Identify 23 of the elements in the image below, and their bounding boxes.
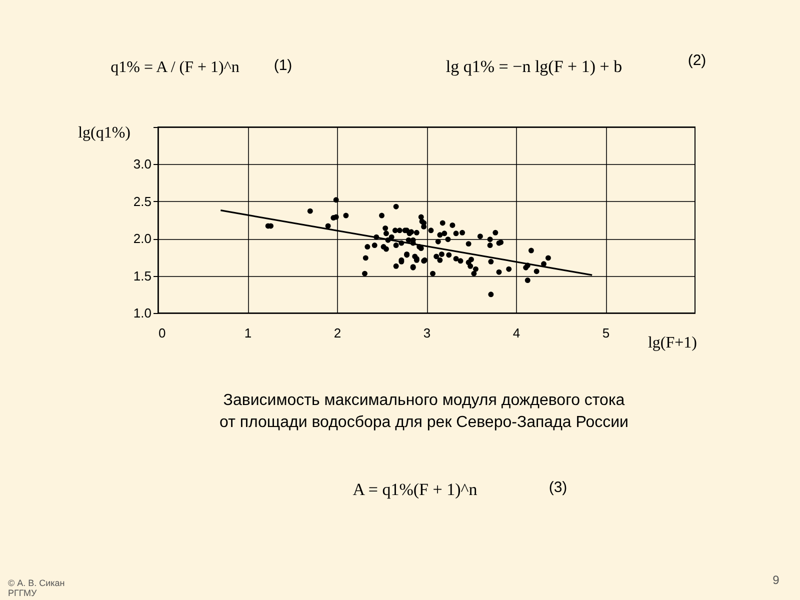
- text: lg q1% = −n lg(F + 1) + b: [446, 57, 622, 76]
- y-tick-label: 1.0: [133, 306, 152, 320]
- x-tick-label: 4: [512, 326, 520, 340]
- text: © А. В. Сикан: [8, 578, 65, 588]
- x-tick-label: 5: [602, 326, 610, 340]
- x-axis-title: lg(F+1): [648, 334, 698, 352]
- y-tick-label: 2.5: [133, 194, 152, 209]
- x-tick-label: 3: [423, 326, 431, 340]
- y-axis-title: lg(q1%): [78, 124, 130, 142]
- text: A = q1%(F + 1)^n: [352, 480, 478, 499]
- text: РГГМУ: [8, 588, 38, 598]
- text: (3): [548, 479, 568, 496]
- text: Зависимость максимального модуля дождевого стока от площади водосбора для рек Северо-Запада России: [220, 392, 628, 431]
- x-tick-label: 1: [244, 326, 252, 340]
- text: (2): [688, 52, 706, 69]
- x-tick-label: 0: [158, 326, 166, 340]
- y-tick-label: 1.5: [133, 268, 152, 284]
- x-tick-label: 2: [334, 326, 342, 340]
- y-tick-label: 3.0: [133, 156, 152, 172]
- text: 9: [772, 573, 780, 587]
- text: q1% = A / (F + 1)^n: [110, 59, 240, 76]
- y-tick-label: 2.0: [133, 231, 152, 246]
- text: (1): [274, 57, 292, 74]
